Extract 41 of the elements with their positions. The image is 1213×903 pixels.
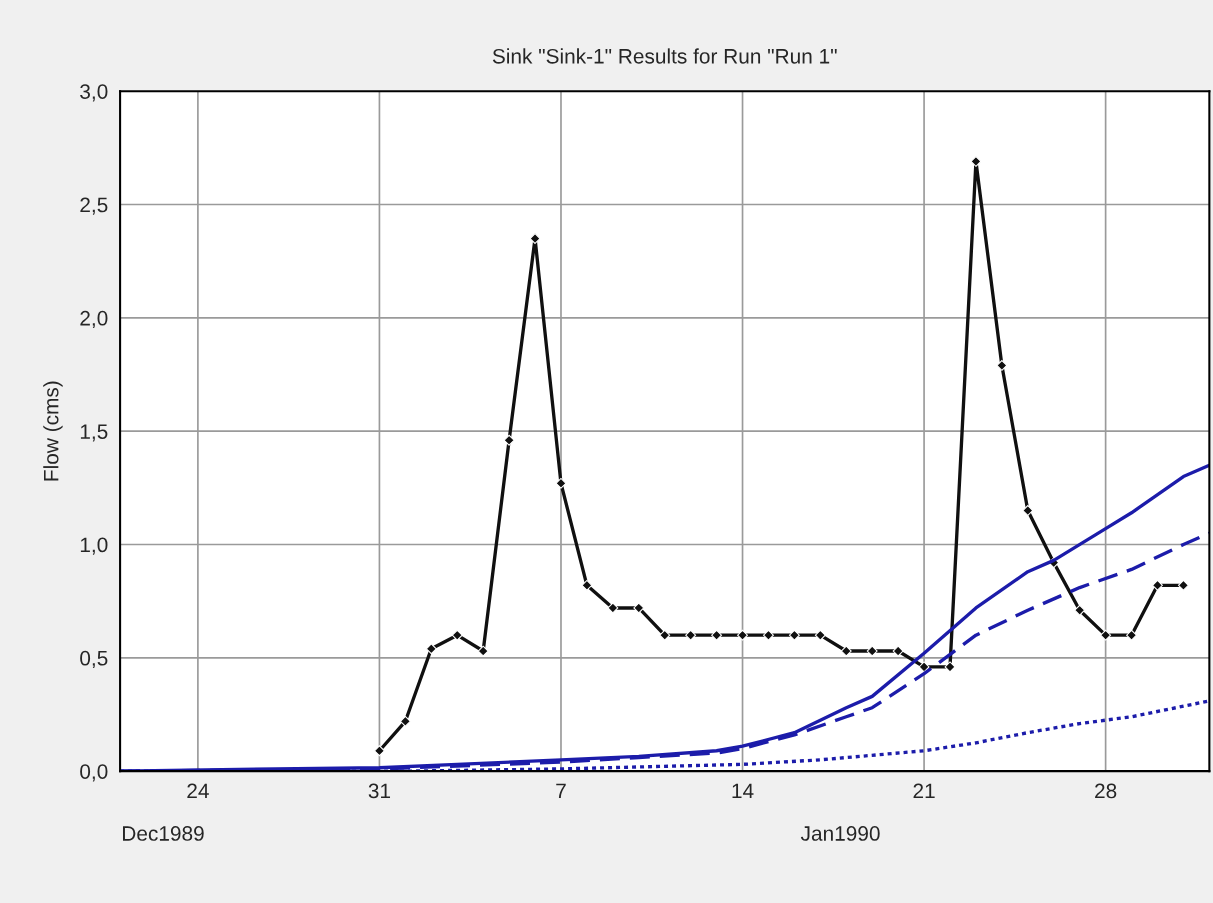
x-tick-label: 7 — [556, 783, 566, 799]
point — [685, 629, 697, 641]
y-tick-label: 0,0 — [80, 764, 108, 782]
point — [1074, 604, 1086, 616]
point — [1126, 629, 1137, 641]
point — [840, 645, 852, 657]
y-tick-label: 1,0 — [80, 537, 108, 555]
point — [374, 745, 385, 757]
point — [918, 661, 930, 673]
point — [503, 434, 515, 446]
point — [633, 602, 645, 614]
point — [737, 629, 748, 641]
point — [451, 629, 463, 641]
point — [814, 629, 826, 641]
point — [892, 645, 904, 657]
x-tick-label: 31 — [368, 783, 391, 799]
point — [425, 643, 437, 655]
chart-title: Sink "Sink-1" Results for Run "Run 1" — [492, 48, 837, 64]
point — [970, 156, 982, 167]
y-tick-label: 1,5 — [80, 424, 108, 442]
x-tick-label: 21 — [913, 783, 935, 799]
x-tick-label: 14 — [732, 783, 754, 799]
point — [607, 602, 619, 614]
point — [399, 715, 411, 727]
point — [555, 477, 567, 489]
point — [659, 629, 671, 641]
point — [1100, 629, 1112, 641]
text: Jan1990 — [800, 826, 880, 841]
y-tick-label: 2,0 — [80, 310, 108, 329]
y-tick-label: 0,5 — [80, 650, 108, 669]
x-tick-label: 28 — [1095, 783, 1117, 799]
point — [866, 645, 878, 657]
text: Dec1989 — [123, 826, 204, 841]
y-axis-title: Flow (cms) — [43, 381, 63, 481]
y-tick-label: 2,5 — [80, 197, 108, 215]
point — [529, 233, 541, 244]
y-tick-label: 3,0 — [80, 84, 108, 102]
x-tick-label: 24 — [187, 783, 209, 799]
point — [944, 661, 956, 673]
point — [477, 645, 489, 657]
point — [581, 579, 593, 591]
